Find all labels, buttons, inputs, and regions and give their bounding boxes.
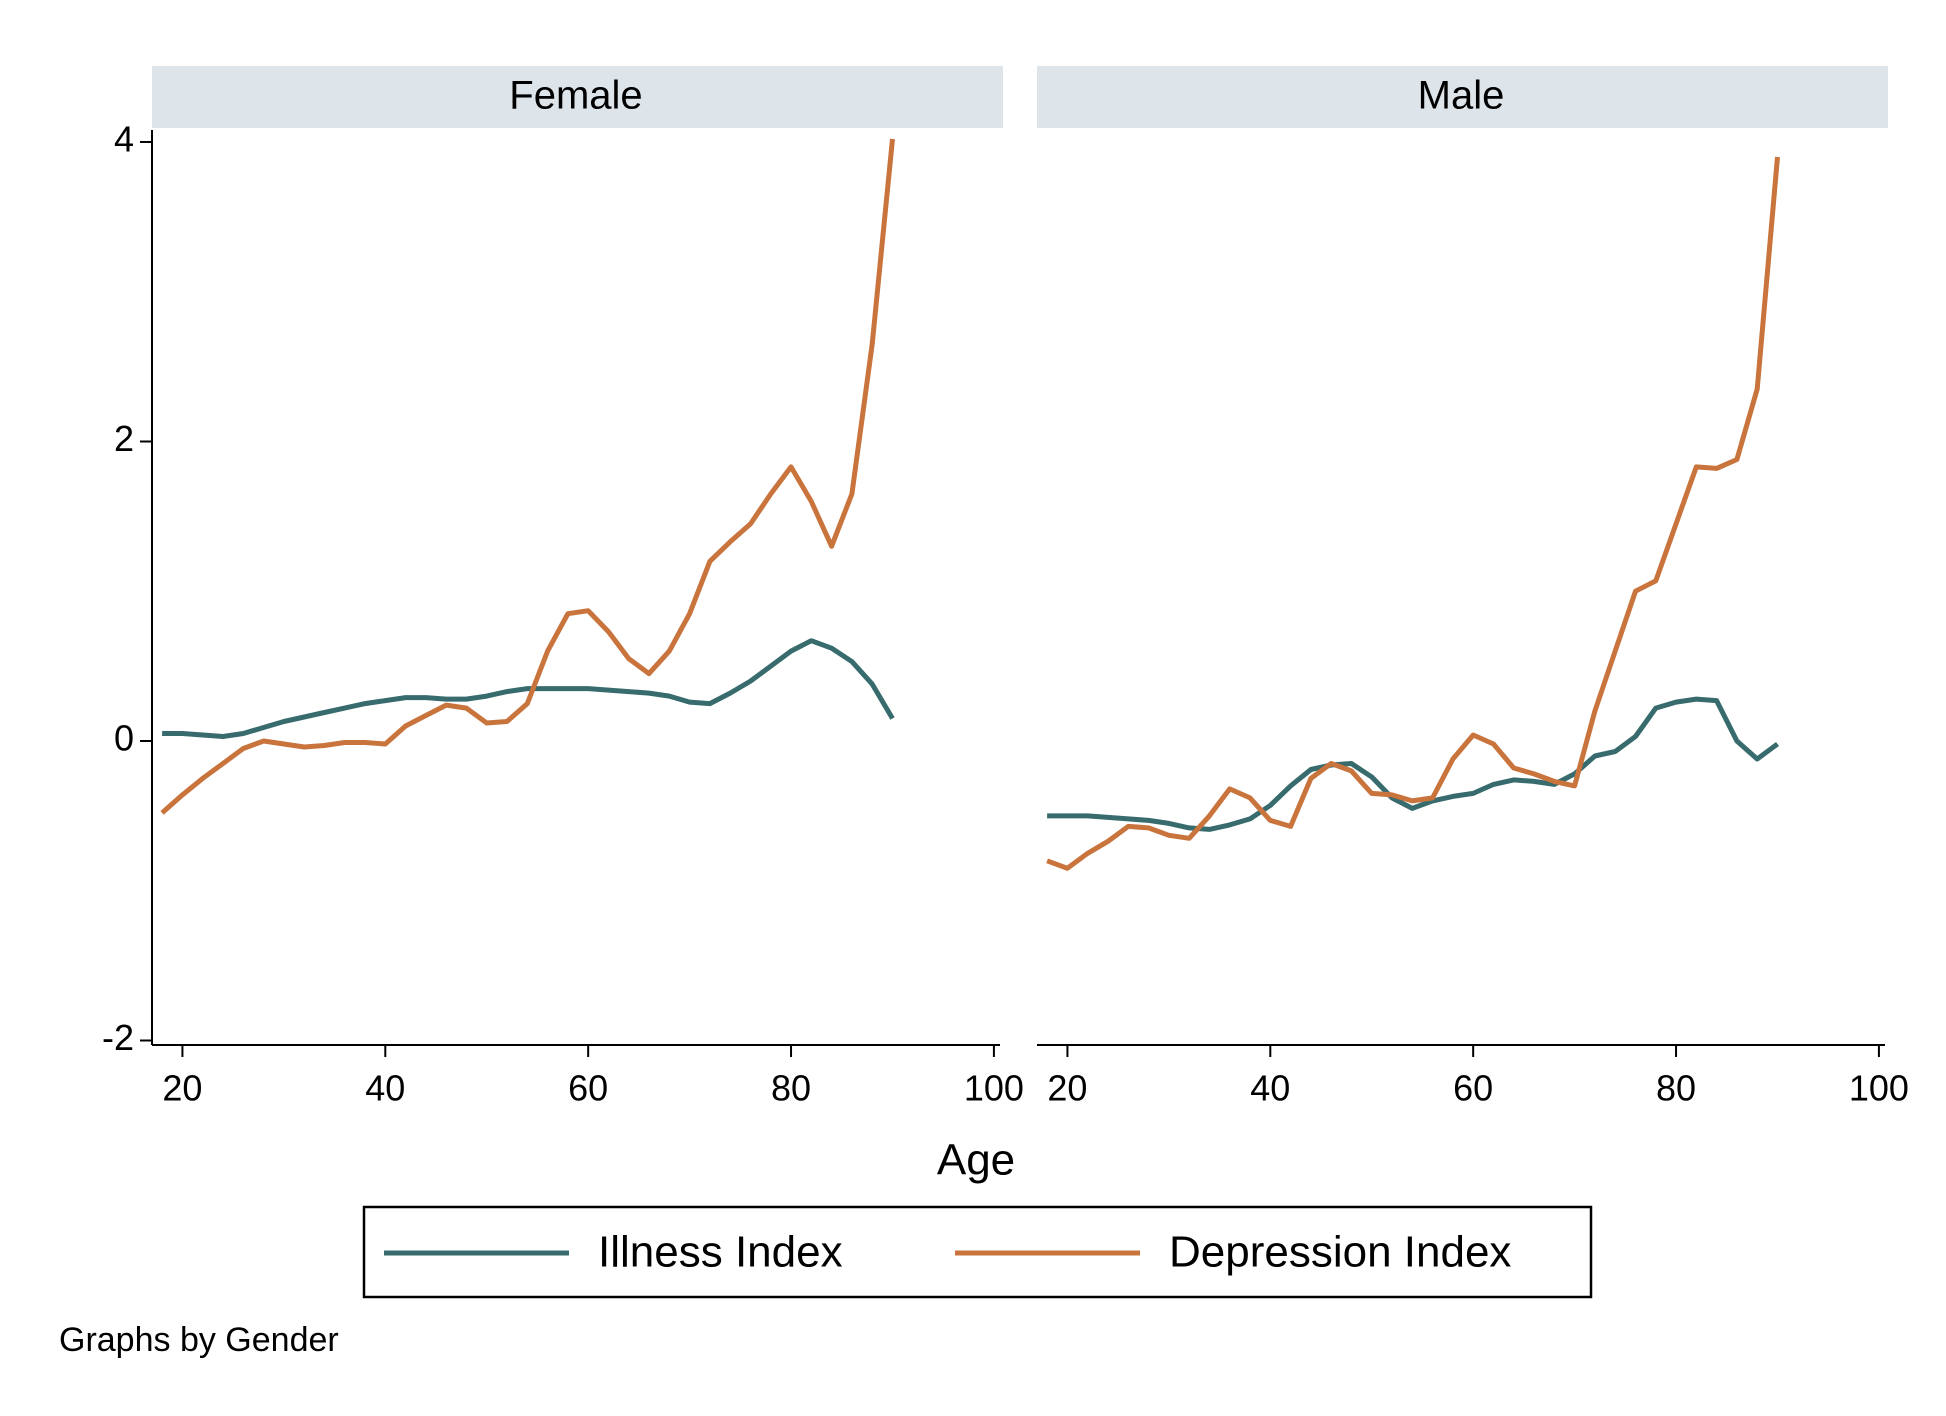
series-line <box>160 138 895 815</box>
y-tick-label: -2 <box>102 1017 134 1058</box>
x-axis-label: Age <box>937 1136 1015 1185</box>
x-tick-label: 100 <box>1849 1068 1909 1109</box>
panel-header <box>152 66 1003 128</box>
panel-header <box>1037 66 1888 128</box>
series-line <box>1046 156 1780 871</box>
x-tick-label: 20 <box>162 1068 202 1109</box>
legend-label: Illness Index <box>598 1228 843 1277</box>
y-tick-label: 0 <box>114 718 134 759</box>
panel-title: Male <box>1418 74 1505 118</box>
x-tick-label: 40 <box>1250 1068 1290 1109</box>
legend-label: Depression Index <box>1169 1228 1511 1277</box>
x-tick-label: 60 <box>1453 1068 1493 1109</box>
x-tick-label: 40 <box>365 1068 405 1109</box>
y-tick-label: 2 <box>114 418 134 459</box>
x-tick-label: 100 <box>964 1068 1024 1109</box>
legend-box <box>362 1205 1593 1299</box>
x-tick-label: 20 <box>1047 1068 1087 1109</box>
series-line <box>162 638 895 739</box>
x-tick-label: 60 <box>568 1068 608 1109</box>
series-line <box>1047 696 1779 832</box>
y-tick-label: 4 <box>114 118 134 159</box>
panel-title: Female <box>509 74 642 118</box>
x-tick-label: 80 <box>1656 1068 1696 1109</box>
x-tick-label: 80 <box>771 1068 811 1109</box>
note: Graphs by Gender <box>59 1321 339 1359</box>
